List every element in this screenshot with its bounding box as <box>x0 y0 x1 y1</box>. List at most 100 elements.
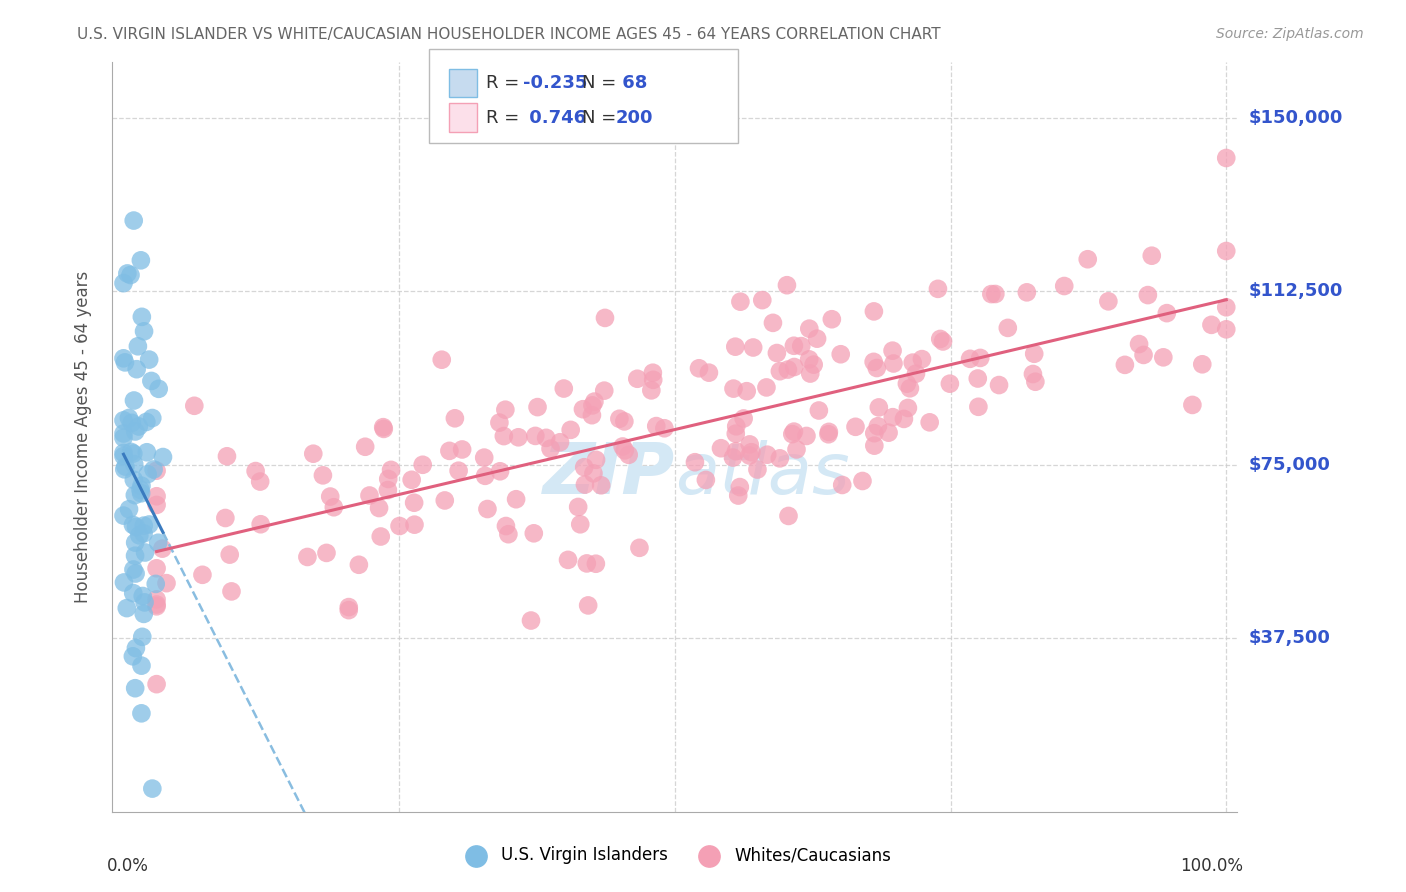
Point <box>1077 252 1099 267</box>
Point <box>755 380 778 394</box>
Point <box>645 419 668 434</box>
Point <box>724 444 747 458</box>
Point <box>131 630 153 644</box>
Point <box>641 366 664 380</box>
Point <box>806 332 828 346</box>
Point <box>868 401 890 415</box>
Point <box>319 490 342 504</box>
Text: ZIP: ZIP <box>543 440 675 509</box>
Point <box>574 477 596 491</box>
Text: U.S. VIRGIN ISLANDER VS WHITE/CAUCASIAN HOUSEHOLDER INCOME AGES 45 - 64 YEARS CO: U.S. VIRGIN ISLANDER VS WHITE/CAUCASIAN … <box>77 27 941 42</box>
Point <box>218 548 240 562</box>
Point <box>807 403 830 417</box>
Point <box>735 384 758 399</box>
Text: $75,000: $75,000 <box>1249 456 1330 474</box>
Point <box>927 282 949 296</box>
Point <box>575 557 598 571</box>
Point <box>710 441 733 455</box>
Point <box>557 553 579 567</box>
Point <box>769 451 792 466</box>
Point <box>430 352 453 367</box>
Point <box>866 361 889 376</box>
Point <box>444 411 467 425</box>
Point <box>142 462 165 476</box>
Point <box>221 584 243 599</box>
Point <box>932 334 955 349</box>
Point <box>778 508 800 523</box>
Point <box>112 449 135 463</box>
Text: $150,000: $150,000 <box>1249 109 1343 127</box>
Point <box>882 343 904 358</box>
Point <box>585 452 607 467</box>
Point <box>132 526 155 541</box>
Point <box>128 528 150 542</box>
Point <box>404 496 426 510</box>
Point <box>540 442 562 456</box>
Point <box>112 426 135 441</box>
Point <box>683 455 706 469</box>
Point <box>447 464 470 478</box>
Point <box>125 362 148 376</box>
Point <box>120 268 142 282</box>
Point <box>125 641 148 656</box>
Point <box>131 658 153 673</box>
Point <box>817 427 839 442</box>
Point <box>1097 294 1119 309</box>
Point <box>695 473 717 487</box>
Point <box>122 213 145 227</box>
Point <box>862 355 884 369</box>
Point <box>155 576 177 591</box>
Point <box>1132 348 1154 362</box>
Point <box>115 601 138 615</box>
Point <box>727 489 749 503</box>
Point <box>1024 375 1046 389</box>
Point <box>302 447 325 461</box>
Point <box>897 401 920 415</box>
Point <box>112 462 135 476</box>
Point <box>373 422 395 436</box>
Point <box>129 486 152 500</box>
Point <box>112 276 135 290</box>
Point <box>474 468 496 483</box>
Point <box>782 427 804 442</box>
Point <box>548 435 571 450</box>
Point <box>567 500 589 514</box>
Text: N =: N = <box>582 74 621 92</box>
Point <box>799 321 821 335</box>
Point <box>404 517 426 532</box>
Text: 68: 68 <box>616 74 647 92</box>
Point <box>1191 357 1213 371</box>
Point <box>585 557 607 571</box>
Point <box>122 457 145 471</box>
Point <box>141 781 163 796</box>
Point <box>799 367 821 381</box>
Point <box>654 421 676 435</box>
Point <box>882 356 904 370</box>
Point <box>1215 151 1237 165</box>
Legend: U.S. Virgin Islanders, Whites/Caucasians: U.S. Virgin Islanders, Whites/Caucasians <box>453 839 897 871</box>
Point <box>818 425 841 439</box>
Point <box>508 430 530 444</box>
Point <box>643 373 665 387</box>
Point <box>214 511 236 525</box>
Point <box>613 443 636 458</box>
Point <box>560 423 582 437</box>
Point <box>783 339 806 353</box>
Point <box>911 352 934 367</box>
Point <box>1053 279 1076 293</box>
Point <box>866 419 889 434</box>
Point <box>128 419 150 434</box>
Point <box>112 431 135 445</box>
Point <box>124 488 146 502</box>
Point <box>124 549 146 563</box>
Point <box>724 426 747 441</box>
Point <box>489 464 512 478</box>
Point <box>697 366 720 380</box>
Point <box>747 462 769 476</box>
Point <box>373 420 395 434</box>
Point <box>980 287 1002 301</box>
Text: 0.0%: 0.0% <box>107 856 149 875</box>
Point <box>640 384 662 398</box>
Point <box>997 321 1019 335</box>
Point <box>122 473 145 487</box>
